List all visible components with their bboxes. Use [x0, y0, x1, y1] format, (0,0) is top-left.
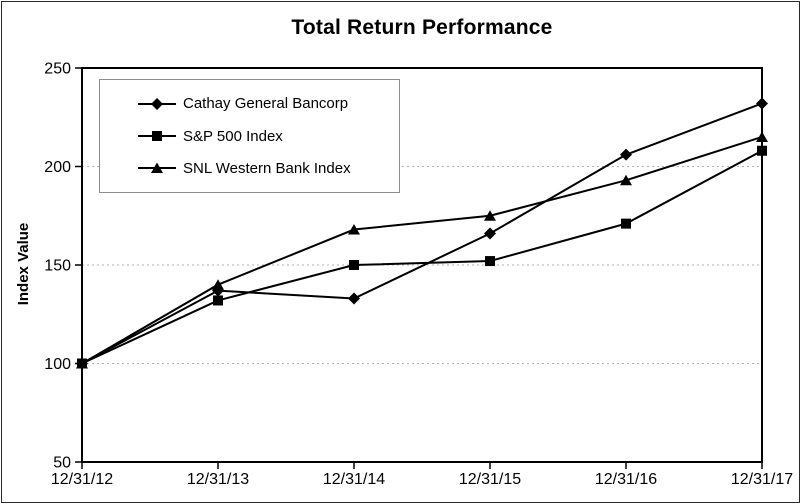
marker-square	[213, 295, 223, 306]
legend-square-icon	[138, 131, 176, 141]
y-tick-label: 200	[44, 159, 71, 176]
legend-item: S&P 500 Index	[100, 128, 399, 145]
legend-label: Cathay General Bancorp	[183, 95, 349, 113]
series-line-snl-western-bank-index	[81, 135, 763, 365]
x-tick-label: 12/31/13	[187, 471, 249, 488]
marker-diamond	[484, 227, 496, 240]
marker-square	[757, 145, 767, 156]
marker-square	[152, 131, 162, 141]
marker-square	[621, 218, 631, 229]
legend-label: S&P 500 Index	[183, 127, 283, 145]
marker-diamond	[756, 97, 768, 110]
marker-triangle	[348, 224, 360, 235]
y-tick-label: 150	[44, 258, 71, 275]
legend-triangle-icon	[138, 162, 176, 174]
marker-triangle	[620, 174, 632, 186]
legend-item: SNL Western Bank Index	[100, 160, 399, 177]
x-tick-label: 12/31/15	[459, 471, 521, 488]
legend-item: Cathay General Bancorp	[100, 95, 399, 112]
legend-label: SNL Western Bank Index	[183, 159, 351, 177]
marker-triangle	[151, 162, 163, 174]
x-tick-label: 12/31/12	[51, 471, 113, 488]
y-tick-label: 50	[53, 455, 71, 472]
marker-triangle	[76, 358, 88, 369]
x-tick-label: 12/31/14	[323, 471, 385, 488]
chart-title: Total Return Performance	[291, 16, 553, 39]
series-line-cathay-general-bancorp	[81, 102, 763, 365]
x-tick-label: 12/31/16	[595, 471, 657, 488]
marker-diamond	[348, 292, 360, 305]
x-tick-label: 12/31/17	[731, 471, 793, 488]
y-tick-label: 250	[44, 61, 71, 78]
marker-triangle	[756, 131, 768, 142]
marker-diamond	[620, 148, 632, 161]
series-line-s-p-500-index	[81, 149, 763, 365]
marker-square	[485, 256, 495, 267]
marker-triangle	[212, 279, 224, 290]
legend-diamond-icon	[138, 97, 176, 110]
legend: Cathay General Bancorp S&P 500 Index SNL W…	[99, 79, 400, 193]
marker-square	[349, 260, 359, 270]
marker-triangle	[484, 210, 496, 221]
y-tick-label: 100	[44, 356, 71, 373]
marker-diamond	[151, 97, 163, 110]
